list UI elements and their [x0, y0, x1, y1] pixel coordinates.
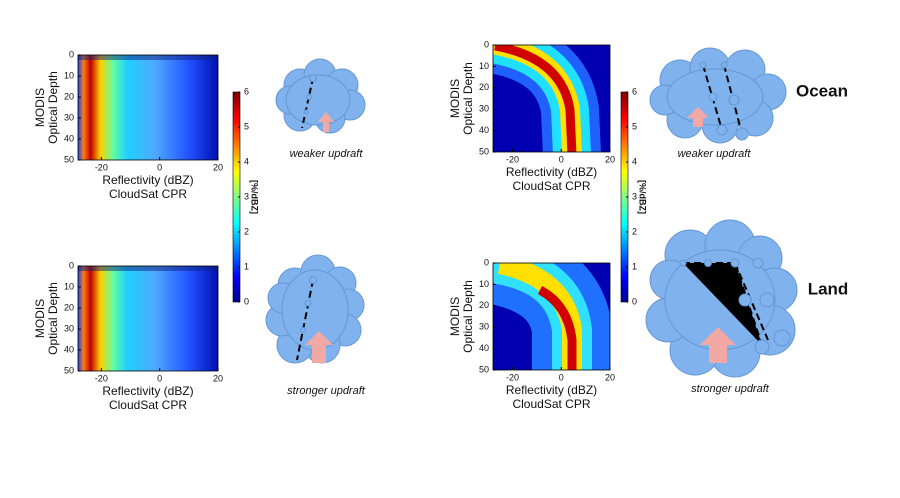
y-axis-label: MODIS	[448, 297, 462, 336]
heatmap-image	[78, 55, 218, 60]
colorbar-tick-label: 4	[632, 156, 637, 166]
x-tick-label: -20	[95, 373, 108, 383]
colorbar-label: [%/dBZ]	[250, 180, 260, 214]
y-axis-label: Optical Depth	[46, 71, 60, 144]
y-tick-label: 30	[479, 322, 489, 332]
y-tick-label: 10	[479, 279, 489, 289]
colorbar-tick-label: 5	[244, 121, 249, 131]
annotation: stronger updraft	[691, 383, 770, 395]
y-axis-label: MODIS	[33, 88, 47, 127]
colorbar-tick-label: 6	[244, 86, 249, 96]
y-tick-label: 0	[69, 49, 74, 59]
x-axis-label: Reflectivity (dBZ)	[102, 173, 193, 187]
colorbar-tick-label: 3	[244, 191, 249, 201]
x-axis-label: CloudSat CPR	[512, 397, 590, 411]
y-tick-label: 40	[64, 133, 74, 143]
y-tick-label: 30	[64, 323, 74, 333]
heatmap-image	[78, 55, 218, 160]
colorbar-tick-label: 0	[632, 296, 637, 306]
y-tick-label: 20	[479, 300, 489, 310]
annotation: stronger updraft	[287, 385, 366, 397]
plot-frame	[492, 44, 611, 153]
y-tick-label: 0	[484, 39, 489, 49]
x-axis-label: CloudSat CPR	[109, 398, 187, 412]
x-tick-label: -20	[506, 154, 519, 164]
y-tick-label: 10	[64, 70, 74, 80]
x-axis-label: CloudSat CPR	[512, 179, 590, 193]
cloud-diagram	[645, 219, 798, 378]
colorbar-tick-label: 6	[632, 86, 637, 96]
plot-frame	[77, 54, 219, 161]
annotation: weaker updraft	[678, 148, 752, 160]
colorbar-tick-label: 0	[244, 296, 249, 306]
x-axis-label: Reflectivity (dBZ)	[102, 384, 193, 398]
colorbar-tick-label: 1	[632, 261, 637, 271]
y-tick-label: 30	[479, 104, 489, 114]
plot-frame	[77, 265, 219, 372]
x-axis-label: Reflectivity (dBZ)	[506, 165, 597, 179]
y-tick-label: 20	[64, 91, 74, 101]
colorbar-tick-label: 2	[244, 226, 249, 236]
y-tick-label: 0	[484, 257, 489, 267]
x-tick-label: -20	[95, 162, 108, 172]
x-axis-label: CloudSat CPR	[109, 187, 187, 201]
y-tick-label: 40	[479, 125, 489, 135]
x-tick-label: 0	[559, 372, 564, 382]
region-label: Land	[808, 279, 849, 298]
y-tick-label: 50	[479, 146, 489, 156]
y-axis-label: MODIS	[448, 79, 462, 118]
y-tick-label: 30	[64, 112, 74, 122]
x-axis-label: Reflectivity (dBZ)	[506, 383, 597, 397]
colorbar-tick-label: 4	[244, 156, 249, 166]
y-axis-label: Optical Depth	[461, 62, 475, 135]
y-axis-label: Optical Depth	[461, 280, 475, 353]
y-tick-label: 20	[479, 82, 489, 92]
cloud-diagram	[265, 254, 365, 364]
y-tick-label: 50	[479, 364, 489, 374]
annotation: weaker updraft	[290, 148, 364, 160]
heatmap-image	[493, 45, 610, 152]
y-tick-label: 20	[64, 302, 74, 312]
region-label: Ocean	[796, 81, 848, 100]
y-tick-label: 10	[479, 61, 489, 71]
colorbar-tick-label: 1	[244, 261, 249, 271]
x-tick-label: 0	[157, 373, 162, 383]
colorbar-tick-label: 5	[632, 121, 637, 131]
cloud-diagram	[275, 58, 366, 134]
y-axis-label: Optical Depth	[46, 282, 60, 355]
y-tick-label: 50	[64, 154, 74, 164]
x-tick-label: 20	[605, 372, 615, 382]
y-tick-label: 10	[64, 281, 74, 291]
x-tick-label: 0	[157, 162, 162, 172]
cloud-diagram	[649, 47, 787, 144]
plot-frame	[492, 262, 611, 371]
y-tick-label: 40	[479, 343, 489, 353]
colorbar-tick-label: 2	[632, 226, 637, 236]
x-tick-label: 20	[213, 162, 223, 172]
y-tick-label: 40	[64, 344, 74, 354]
heatmap-image	[493, 263, 610, 370]
colorbar-label: [%/dBZ]	[638, 180, 648, 214]
heatmap-image	[78, 266, 218, 371]
x-tick-label: 0	[559, 154, 564, 164]
heatmap-image	[78, 266, 218, 271]
y-tick-label: 0	[69, 260, 74, 270]
x-tick-label: 20	[605, 154, 615, 164]
x-tick-label: 20	[213, 373, 223, 383]
y-tick-label: 50	[64, 365, 74, 375]
colorbar-tick-label: 3	[632, 191, 637, 201]
y-axis-label: MODIS	[33, 299, 47, 338]
x-tick-label: -20	[506, 372, 519, 382]
